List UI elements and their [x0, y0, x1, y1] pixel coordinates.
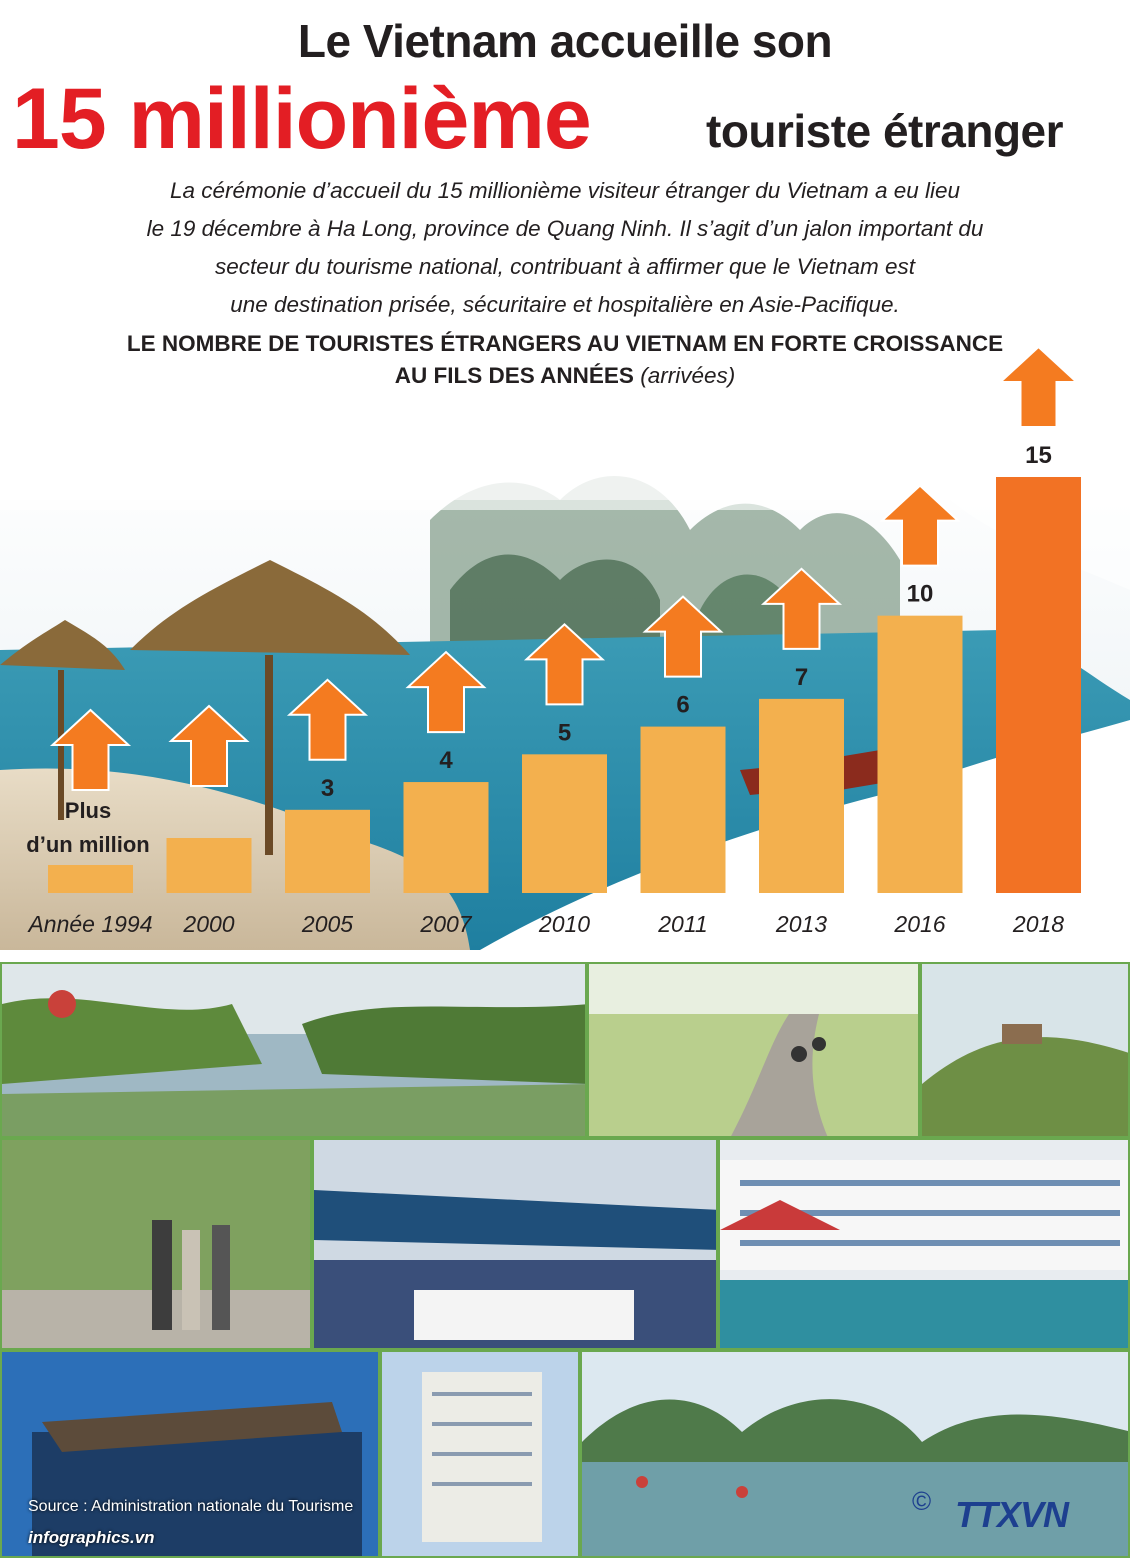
- building-illustration: [2, 1352, 378, 1556]
- category-label: 2013: [775, 911, 827, 937]
- intro-paragraph: La cérémonie d’accueil du 15 millionième…: [40, 172, 1090, 324]
- photo-modern-building: [0, 1350, 380, 1558]
- bar-2011: [640, 726, 726, 893]
- up-arrow-icon: [642, 595, 724, 678]
- bar-2000: [166, 838, 252, 893]
- category-label: 2016: [893, 911, 945, 937]
- up-arrow-icon: [523, 622, 606, 706]
- up-arrow-icon: [49, 708, 132, 791]
- photo-hotel-tower: [380, 1350, 580, 1558]
- data-label: 10: [907, 581, 934, 608]
- bar-2010: [522, 754, 607, 893]
- intro-line: une destination prisée, sécuritaire et h…: [230, 292, 900, 317]
- intro-line: La cérémonie d’accueil du 15 millionième…: [169, 178, 961, 203]
- photo-airport-welcome: [312, 1138, 718, 1350]
- data-label: Plus: [65, 798, 111, 823]
- category-label: Année 1994: [26, 911, 152, 937]
- tourists-illustration: [2, 1140, 310, 1348]
- data-label: 7: [795, 664, 808, 691]
- title-line-1: Le Vietnam accueille son: [297, 15, 833, 67]
- hotel-illustration: [382, 1352, 578, 1556]
- up-arrow-icon: [168, 704, 250, 787]
- up-arrow-icon: [760, 567, 843, 650]
- data-label: 3: [321, 775, 334, 802]
- category-label: 2005: [301, 911, 353, 937]
- photo-village-hills: [920, 962, 1130, 1138]
- up-arrow-icon: [997, 345, 1080, 428]
- up-arrow-icon: [879, 484, 961, 567]
- airport-illustration: [314, 1140, 716, 1348]
- intro-line: le 19 décembre à Ha Long, province de Qu…: [146, 216, 984, 241]
- category-label: 2007: [419, 911, 472, 937]
- photo-river-boats: [580, 1350, 1130, 1558]
- photo-tourists-walking: [0, 1138, 312, 1350]
- bar-2018: [996, 477, 1081, 893]
- data-label: 5: [558, 719, 571, 746]
- cruise-illustration: [720, 1140, 1128, 1348]
- category-label: 2011: [657, 911, 707, 937]
- bar-2016: [877, 615, 963, 893]
- bar-année-1994: [48, 865, 133, 893]
- photo-cruise-ship: [718, 1138, 1130, 1350]
- ttxvn-logo: TTXVN: [955, 1494, 1069, 1535]
- cyclists-illustration: [589, 964, 918, 1136]
- river-illustration: [582, 1352, 1128, 1556]
- category-label: 2000: [182, 911, 234, 937]
- photo-lake-hanoi: [0, 962, 587, 1138]
- lake-illustration: [2, 964, 585, 1136]
- village-illustration: [922, 964, 1128, 1136]
- data-label: 15: [1025, 442, 1052, 469]
- title-rest: touriste étranger: [706, 105, 1064, 157]
- data-label: 6: [676, 692, 689, 719]
- data-label: d’un million: [26, 832, 149, 857]
- chart-unit: (arrivées): [640, 363, 736, 388]
- photo-cyclists: [587, 962, 920, 1138]
- copyright-icon: ©: [912, 1486, 932, 1516]
- data-label: 4: [439, 747, 453, 774]
- bar-2005: [285, 809, 370, 893]
- intro-line: secteur du tourisme national, contribuan…: [215, 254, 915, 279]
- title-highlight: 15 millionième: [12, 71, 592, 167]
- bar-2013: [759, 698, 844, 893]
- category-label: 2018: [1012, 911, 1064, 937]
- category-label: 2010: [538, 911, 590, 937]
- chart-title-line-1: LE NOMBRE DE TOURISTES ÉTRANGERS AU VIET…: [126, 331, 1004, 356]
- bar-2007: [403, 782, 489, 893]
- up-arrow-icon: [286, 678, 369, 761]
- source-note: Source : Administration nationale du Tou…: [28, 1498, 354, 1515]
- tourist-arrivals-chart: Plus d’un million Année 1994 2000 3 2005 4 2007…: [26, 345, 1081, 937]
- site-link[interactable]: infographics.vn: [28, 1528, 155, 1547]
- chart-title: LE NOMBRE DE TOURISTES ÉTRANGERS AU VIET…: [0, 328, 1130, 392]
- up-arrow-icon: [405, 650, 487, 734]
- chart-title-line-2: AU FILS DES ANNÉES: [394, 363, 634, 388]
